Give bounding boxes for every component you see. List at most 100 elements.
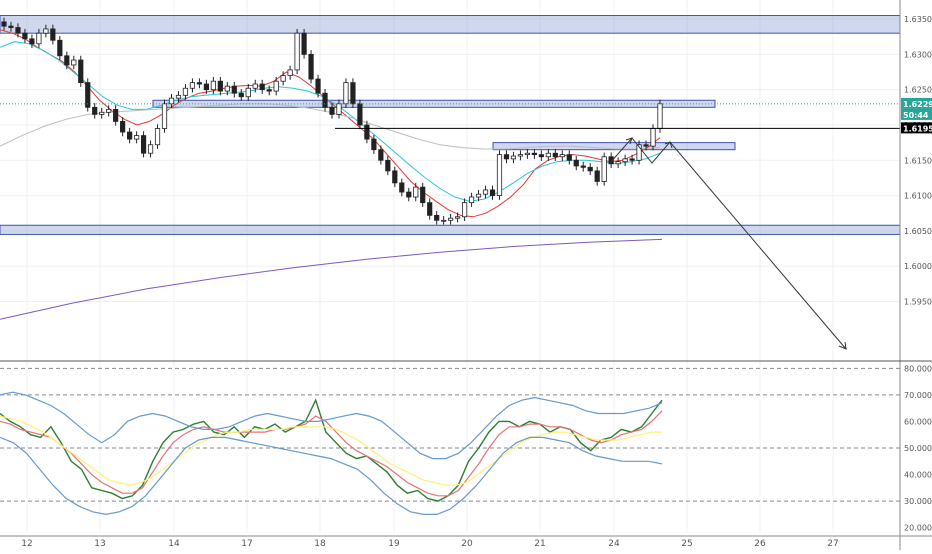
candle-body	[315, 78, 321, 94]
moving-average-line	[0, 238, 663, 320]
candle-body	[154, 128, 161, 146]
candle-body	[245, 87, 251, 98]
x-tick-label: 18	[314, 539, 326, 549]
candle-body	[489, 189, 496, 196]
candle-body	[343, 82, 349, 105]
candle-body	[552, 152, 558, 158]
y-tick-label: 1.59500	[904, 298, 932, 307]
candle-body	[57, 39, 63, 57]
candle-body	[43, 28, 49, 34]
candle-body	[92, 106, 98, 115]
candle-body	[657, 103, 663, 129]
candle-body	[594, 170, 600, 182]
x-tick-label: 20	[461, 539, 473, 549]
level-label: 1.61952	[903, 124, 932, 133]
drawings	[0, 103, 900, 350]
candle-body	[161, 103, 168, 129]
x-tick-label: 13	[94, 539, 105, 549]
candle-body	[224, 85, 230, 92]
candle-body	[280, 75, 286, 82]
moving-averages	[0, 29, 663, 320]
candle-body	[64, 55, 70, 66]
candle-body	[259, 83, 265, 91]
candle-body	[231, 85, 237, 94]
y-tick-label: 1.62500	[904, 86, 932, 95]
sr-zone	[492, 142, 736, 151]
last-price-label: 1.62298	[903, 100, 932, 109]
candle-body	[127, 131, 133, 140]
candle-body	[461, 202, 468, 218]
candle-body	[99, 111, 105, 115]
candle-body	[371, 138, 377, 151]
candle-body	[524, 152, 531, 156]
candle-body	[427, 202, 433, 216]
candle-body	[294, 32, 300, 71]
candle-body	[636, 144, 642, 161]
y-tick-label: 1.63000	[904, 50, 932, 59]
x-tick-label: 14	[168, 539, 180, 549]
candle-body	[538, 154, 544, 158]
x-tick-label: 24	[608, 539, 620, 549]
candle-body	[147, 144, 154, 154]
candle-body	[78, 59, 84, 84]
osc-tick-label: 40.0000	[904, 471, 932, 480]
candle-body	[8, 25, 14, 28]
candle-body	[322, 92, 328, 108]
y-tick-label: 1.60500	[904, 227, 932, 236]
candle-body	[85, 82, 91, 108]
candle-body	[475, 193, 482, 198]
oscillator-line	[0, 391, 663, 460]
candle-body	[133, 135, 140, 140]
last-price-label-bg	[901, 97, 932, 109]
candle-body	[622, 158, 628, 163]
candle-body	[615, 161, 621, 165]
candle-body	[252, 83, 258, 89]
candle-body	[196, 82, 203, 85]
candle-body	[503, 154, 510, 160]
candle-body	[168, 97, 175, 105]
candle-body	[329, 106, 335, 115]
candle-body	[420, 186, 426, 204]
sr-zone	[0, 224, 901, 235]
candle-body	[113, 109, 119, 122]
arrowhead	[838, 341, 847, 350]
candles	[1, 17, 663, 225]
candle-body	[182, 87, 189, 96]
candle-body	[441, 219, 447, 222]
arrowhead	[625, 137, 633, 145]
candle-body	[434, 214, 440, 221]
osc-tick-label: 80.0000	[904, 364, 932, 373]
candle-body	[545, 152, 551, 158]
candle-body	[573, 159, 579, 167]
candle-body	[448, 217, 454, 221]
level-label-bg	[901, 122, 932, 134]
projection-arrow	[609, 137, 847, 350]
candle-body	[189, 82, 196, 89]
candle-body	[336, 103, 342, 115]
osc-tick-label: 30.0000	[904, 497, 932, 506]
candle-body	[15, 27, 21, 34]
x-tick-label: 17	[241, 539, 252, 549]
osc-tick-label: 70.0000	[904, 391, 932, 400]
candle-body	[559, 154, 565, 158]
candle-body	[203, 83, 209, 91]
candle-body	[650, 128, 656, 147]
candle-body	[273, 80, 279, 92]
candle-body	[71, 59, 77, 66]
oscillator-line	[0, 410, 663, 497]
candle-body	[266, 89, 272, 92]
candle-body	[482, 189, 489, 195]
candle-body	[350, 82, 356, 105]
candle-body	[517, 154, 524, 157]
candle-body	[566, 154, 572, 161]
candle-body	[643, 144, 649, 147]
y-tick-label: 1.61500	[904, 156, 932, 165]
candle-body	[406, 191, 412, 198]
candle-body	[385, 159, 391, 172]
candle-body	[601, 156, 607, 182]
countdown-label: 50:44	[903, 111, 929, 120]
candle-body	[629, 158, 635, 161]
countdown-label-bg	[901, 108, 932, 120]
candle-body	[1, 21, 7, 27]
